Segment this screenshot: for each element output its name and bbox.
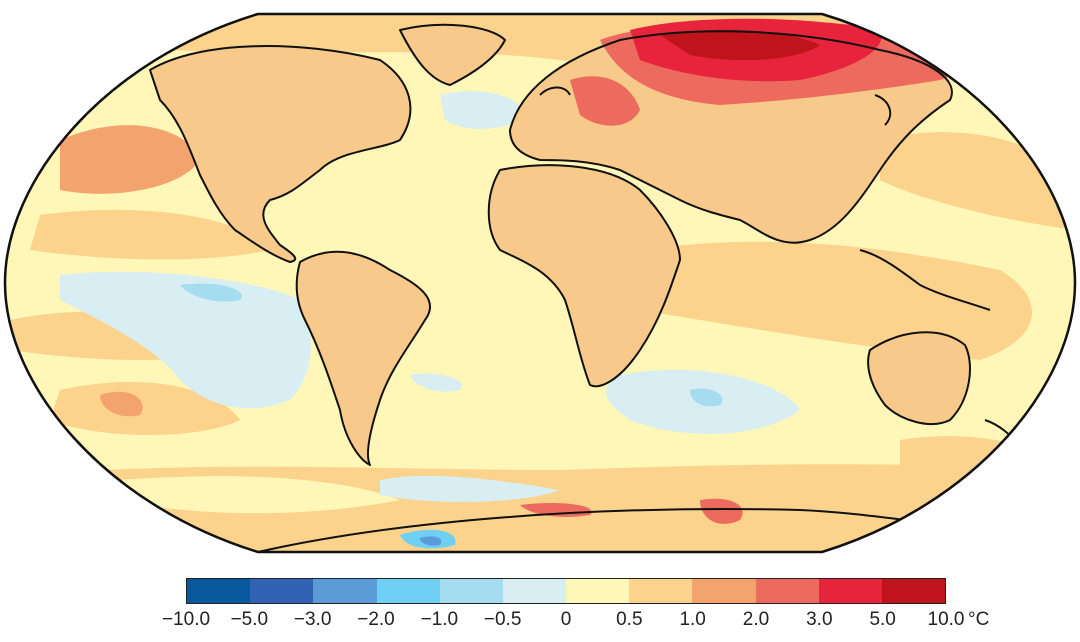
warm-antarctica <box>700 498 743 524</box>
colorbar <box>186 578 946 604</box>
australia-coast <box>867 331 971 425</box>
south-america-land <box>296 251 431 465</box>
colorbar-swatch <box>250 579 314 603</box>
anomaly-field <box>5 14 1075 552</box>
africa-coast <box>487 164 681 388</box>
cool-s-atlantic-1 <box>410 373 462 392</box>
colorbar-swatch <box>566 579 630 603</box>
colorbar-tick-label: −5.0 <box>230 609 269 630</box>
greenland-coast <box>399 23 506 86</box>
colorbar-tick-label: 0 <box>560 609 572 630</box>
globe-outline <box>3 12 1077 554</box>
cool-east-pacific <box>60 271 311 409</box>
colorbar-swatch <box>629 579 693 603</box>
colorbar-tick-label: −1.0 <box>420 609 459 630</box>
hottest-siberia <box>660 29 820 61</box>
antarctica-coast <box>257 508 951 552</box>
southern-ocean-neutral <box>120 476 400 514</box>
cool-north-atlantic <box>440 91 525 130</box>
indian-ocean-band <box>640 241 1033 360</box>
cool-weddell <box>380 475 560 502</box>
colorbar-tick-label: 5.0 <box>869 609 896 630</box>
colorbar-tick-label: 0.5 <box>616 609 643 630</box>
indonesia-coast <box>859 249 991 311</box>
spacific-warm-2 <box>50 381 240 435</box>
south-america-coast <box>295 250 431 466</box>
colorbar-swatch <box>692 579 756 603</box>
north-america-land <box>150 46 411 262</box>
colorbar-unit-label: °C <box>968 609 990 630</box>
uk-coast <box>539 86 571 96</box>
spacific-warm-3 <box>100 391 143 417</box>
eurasia-coast <box>509 30 953 244</box>
colorbar-swatch <box>818 579 882 603</box>
temperature-anomaly-map <box>3 12 1077 554</box>
colorbar-swatch <box>881 579 946 603</box>
japan-coast <box>874 94 892 126</box>
africa-land <box>488 165 680 387</box>
colorbar-tick-label: 2.0 <box>742 609 770 630</box>
nw-pacific-band <box>880 132 1075 230</box>
colorbar-tick-label: −2.0 <box>357 609 395 630</box>
warm-europe <box>570 76 640 126</box>
colorbar-swatch <box>439 579 503 603</box>
north-america-coast <box>149 45 412 263</box>
tropical-pacific-band <box>30 209 270 260</box>
colorbar-tick-label: 3.0 <box>806 609 833 630</box>
coastlines <box>149 23 1021 552</box>
australia-land <box>868 332 970 425</box>
colorbar-tick-labels: −10.0 −5.0 −3.0 −2.0 −1.0 −0.5 0 0.5 1.0 2.0 3.0 5.… <box>0 608 1080 634</box>
colorbar-swatch <box>502 579 567 603</box>
cold-antarctic-peninsula <box>420 536 442 546</box>
colorbar-swatch <box>755 579 819 603</box>
cool-s-indian-core <box>690 388 723 407</box>
colorbar-tick-label: −10.0 <box>161 609 211 630</box>
colorbar-tick-label: −3.0 <box>293 609 332 630</box>
npacific-warm-patch <box>60 125 200 194</box>
colorbar-tick-label: 1.0 <box>679 609 706 630</box>
colorbar-tick-label: −0.5 <box>483 609 522 630</box>
colorbar-swatch <box>313 579 377 603</box>
colorbar-tick-label: 10.0 <box>927 609 965 630</box>
colorbar-swatch <box>376 579 440 603</box>
cool-pacific-core <box>180 283 242 302</box>
colorbar-swatch <box>187 579 251 603</box>
